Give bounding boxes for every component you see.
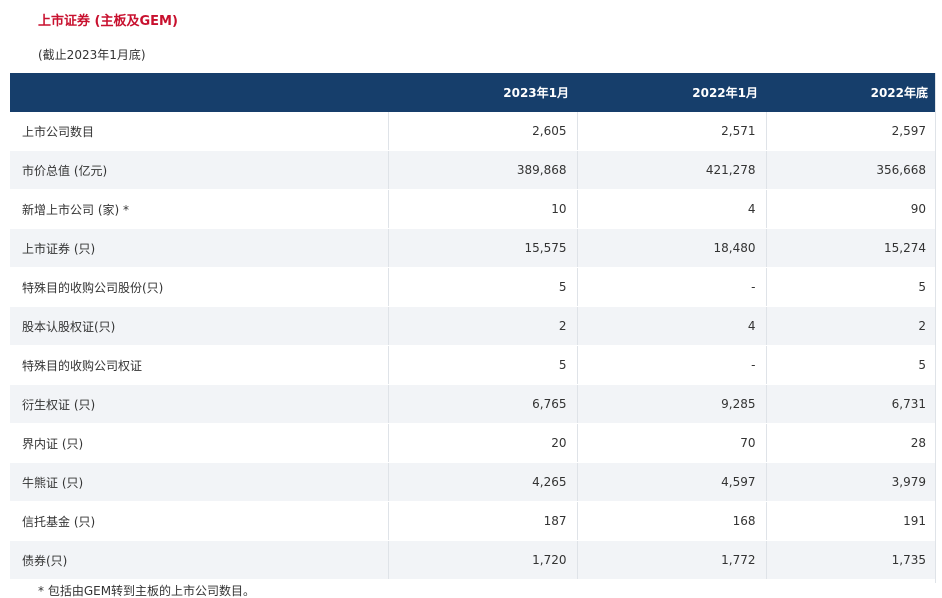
cell-value: 3,979 xyxy=(766,462,936,502)
cell-value: 4 xyxy=(577,306,767,346)
table-row: 债券(只) 1,720 1,772 1,735 xyxy=(10,540,936,580)
cell-value: - xyxy=(577,267,767,307)
cell-value: 1,735 xyxy=(766,540,936,580)
cell-value: 15,575 xyxy=(388,228,578,268)
row-label: 债券(只) xyxy=(10,540,389,580)
cell-value: 2 xyxy=(388,306,578,346)
table-row: 特殊目的收购公司权证 5 - 5 xyxy=(10,345,936,385)
cell-value: 356,668 xyxy=(766,150,936,190)
cell-value: 168 xyxy=(577,501,767,541)
row-label: 市价总值 (亿元) xyxy=(10,150,389,190)
cell-value: 389,868 xyxy=(388,150,578,190)
row-label: 新增上市公司 (家) * xyxy=(10,189,389,229)
row-label: 界内证 (只) xyxy=(10,423,389,463)
cell-value: 5 xyxy=(388,345,578,385)
cell-value: 1,772 xyxy=(577,540,767,580)
row-label: 牛熊证 (只) xyxy=(10,462,389,502)
cell-value: 20 xyxy=(388,423,578,463)
cell-value: 6,731 xyxy=(766,384,936,424)
table-row: 衍生权证 (只) 6,765 9,285 6,731 xyxy=(10,384,936,424)
cell-value: 5 xyxy=(388,267,578,307)
cell-value: 70 xyxy=(577,423,767,463)
listed-securities-table: 2023年1月 2022年1月 2022年底 上市公司数目 2,605 2,57… xyxy=(10,73,936,580)
table-row: 牛熊证 (只) 4,265 4,597 3,979 xyxy=(10,462,936,502)
cell-value: 191 xyxy=(766,501,936,541)
cell-value: 2 xyxy=(766,306,936,346)
row-label: 特殊目的收购公司股份(只) xyxy=(10,267,389,307)
cell-value: - xyxy=(577,345,767,385)
column-header-2022-jan: 2022年1月 xyxy=(577,73,766,112)
table-header-row: 2023年1月 2022年1月 2022年底 xyxy=(10,73,936,112)
row-label: 信托基金 (只) xyxy=(10,501,389,541)
table-row: 上市公司数目 2,605 2,571 2,597 xyxy=(10,112,936,151)
footnote: * 包括由GEM转到主板的上市公司数目。 xyxy=(38,584,256,598)
table-row: 股本认股权证(只) 2 4 2 xyxy=(10,306,936,346)
cell-value: 2,571 xyxy=(577,112,767,151)
column-header-2023-jan: 2023年1月 xyxy=(388,73,577,112)
cell-value: 9,285 xyxy=(577,384,767,424)
cell-value: 28 xyxy=(766,423,936,463)
cell-value: 2,597 xyxy=(766,112,936,151)
table-row: 上市证券 (只) 15,575 18,480 15,274 xyxy=(10,228,936,268)
cell-value: 90 xyxy=(766,189,936,229)
column-header-label xyxy=(10,73,388,112)
row-label: 衍生权证 (只) xyxy=(10,384,389,424)
row-label: 上市证券 (只) xyxy=(10,228,389,268)
cell-value: 10 xyxy=(388,189,578,229)
table-row: 信托基金 (只) 187 168 191 xyxy=(10,501,936,541)
row-label: 股本认股权证(只) xyxy=(10,306,389,346)
table-row: 特殊目的收购公司股份(只) 5 - 5 xyxy=(10,267,936,307)
cell-value: 4 xyxy=(577,189,767,229)
column-header-2022-end: 2022年底 xyxy=(766,73,936,112)
cell-value: 5 xyxy=(766,345,936,385)
cell-value: 5 xyxy=(766,267,936,307)
cell-value: 421,278 xyxy=(577,150,767,190)
row-label: 上市公司数目 xyxy=(10,112,389,151)
cell-value: 15,274 xyxy=(766,228,936,268)
cell-value: 187 xyxy=(388,501,578,541)
cell-value: 4,265 xyxy=(388,462,578,502)
section-title: 上市证券 (主板及GEM) xyxy=(38,14,178,29)
row-label: 特殊目的收购公司权证 xyxy=(10,345,389,385)
cell-value: 4,597 xyxy=(577,462,767,502)
as-of-date: (截止2023年1月底) xyxy=(38,48,146,62)
cell-value: 6,765 xyxy=(388,384,578,424)
cell-value: 1,720 xyxy=(388,540,578,580)
cell-value: 18,480 xyxy=(577,228,767,268)
cell-value: 2,605 xyxy=(388,112,578,151)
table-row: 新增上市公司 (家) * 10 4 90 xyxy=(10,189,936,229)
table-right-border xyxy=(935,73,936,583)
table-row: 市价总值 (亿元) 389,868 421,278 356,668 xyxy=(10,150,936,190)
table-row: 界内证 (只) 20 70 28 xyxy=(10,423,936,463)
